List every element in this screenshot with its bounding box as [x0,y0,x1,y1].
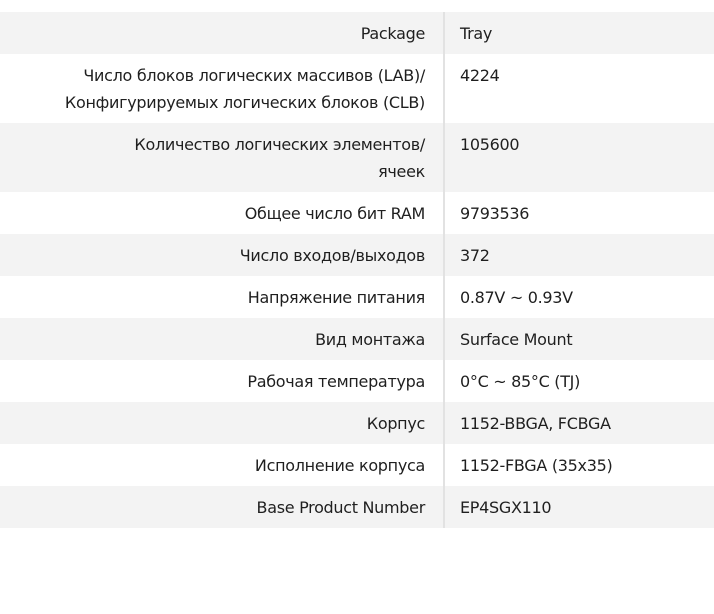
spec-row: Напряжение питания 0.87V ~ 0.93V [0,276,714,318]
spec-value: 1152-BBGA, FCBGA [444,402,714,444]
spec-row: Вид монтажа Surface Mount [0,318,714,360]
spec-label: Корпус [0,402,445,444]
spec-row: Корпус 1152-BBGA, FCBGA [0,402,714,444]
spec-value: Surface Mount [444,318,714,360]
spec-row: Исполнение корпуса 1152-FBGA (35x35) [0,444,714,486]
spec-label: Исполнение корпуса [0,444,445,486]
spec-value: 9793536 [460,203,530,223]
spec-label: Напряжение питания [0,276,445,318]
spec-label: Число блоков логических массивов (LAB)/ … [0,54,445,123]
spec-row: Рабочая температура 0°C ~ 85°C (TJ) [0,360,714,402]
spec-value: 105600 [444,123,714,192]
spec-value: 0.87V ~ 0.93V [460,287,573,307]
spec-label: Вид монтажа [0,318,445,360]
spec-value: 0°C ~ 85°C (TJ) [460,371,581,391]
spec-value: 1152-FBGA (35x35) [460,455,613,475]
spec-label: Общее число бит RAM [0,192,445,234]
spec-row: Package Tray [0,12,714,54]
spec-label: Package [0,12,445,54]
spec-row: Общее число бит RAM 9793536 [0,192,714,234]
spec-value: Tray [444,12,714,54]
spec-row: Base Product Number EP4SGX110 [0,486,714,528]
spec-row: Число входов/выходов 372 [0,234,714,276]
spec-label: Рабочая температура [0,360,445,402]
spec-value: EP4SGX110 [444,486,714,528]
spec-row: Число блоков логических массивов (LAB)/ … [0,54,714,123]
specs-table: Package Tray Число блоков логических масси… [0,12,714,528]
spec-row: Количество логических элементов/ячеек 105… [0,123,714,192]
spec-label: Число входов/выходов [0,234,445,276]
spec-label: Количество логических элементов/ячеек [0,123,445,192]
spec-label: Base Product Number [0,486,445,528]
spec-value: 4224 [460,65,500,85]
spec-value: 372 [444,234,714,276]
